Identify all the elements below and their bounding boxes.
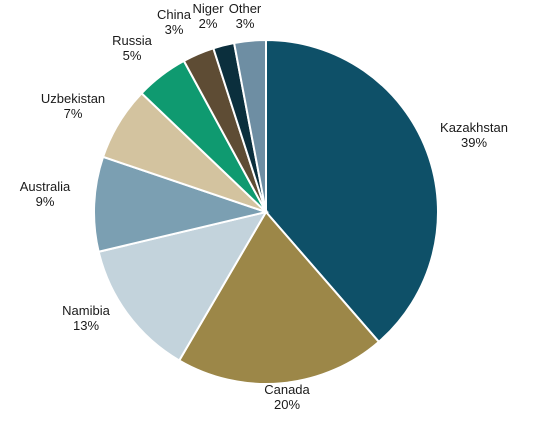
slice-label-china: China 3% (157, 7, 192, 37)
slice-name: Namibia (62, 303, 110, 318)
slice-labels: Kazakhstan 39% Canada 20% Namibia 13% Australi… (20, 1, 508, 412)
slice-percent: 3% (236, 16, 255, 31)
slice-label-russia: Russia 5% (112, 33, 153, 63)
slice-name: China (157, 7, 192, 22)
slice-label-other: Other 3% (229, 1, 262, 31)
pie-slice-canada (177, 210, 381, 385)
slice-name: Russia (112, 33, 153, 48)
slice-label-uzbekistan: Uzbekistan 7% (41, 91, 105, 121)
slice-percent: 13% (73, 318, 99, 333)
pie-slice-namibia (97, 210, 269, 362)
slice-percent: 39% (461, 135, 487, 150)
slice-percent: 2% (199, 16, 218, 31)
slice-label-niger: Niger 2% (192, 1, 224, 31)
slice-percent: 7% (64, 106, 83, 121)
slice-name: Australia (20, 179, 71, 194)
slice-percent: 9% (36, 194, 55, 209)
slice-label-canada: Canada 20% (264, 382, 310, 412)
slice-label-namibia: Namibia 13% (62, 303, 110, 333)
pie-slice-kazakhstan (265, 38, 439, 344)
slice-label-australia: Australia 9% (20, 179, 71, 209)
pie-slice-australia (93, 155, 270, 253)
slice-percent: 5% (123, 48, 142, 63)
pie-slice-other (232, 38, 267, 213)
slice-name: Other (229, 1, 262, 16)
slice-label-kazakhstan: Kazakhstan 39% (440, 120, 508, 150)
slice-name: Canada (264, 382, 310, 397)
slice-percent: 3% (165, 22, 184, 37)
slice-name: Niger (192, 1, 224, 16)
slice-name: Uzbekistan (41, 91, 105, 106)
slice-percent: 20% (274, 397, 300, 412)
slice-name: Kazakhstan (440, 120, 508, 135)
pie-slices (93, 38, 439, 385)
